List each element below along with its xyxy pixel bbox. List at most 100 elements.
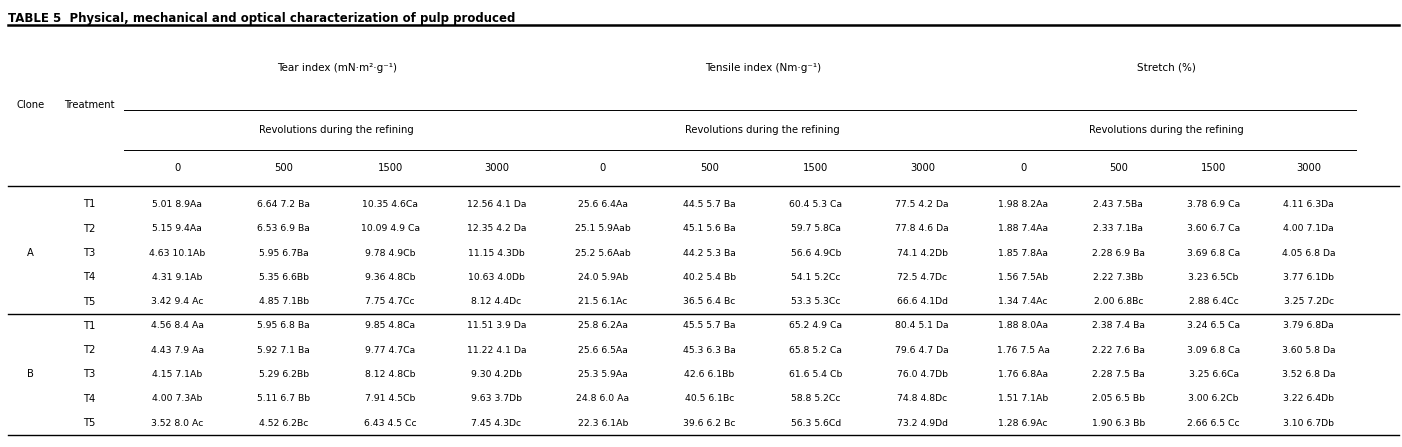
Text: 21.5 6.1Ac: 21.5 6.1Ac — [578, 297, 628, 306]
Text: 1500: 1500 — [803, 163, 829, 173]
Text: 0: 0 — [600, 163, 606, 173]
Text: 3.00 6.2Cb: 3.00 6.2Cb — [1189, 394, 1239, 403]
Text: 1.90 6.3 Bb: 1.90 6.3 Bb — [1092, 418, 1145, 427]
Text: 3.23 6.5Cb: 3.23 6.5Cb — [1189, 273, 1239, 282]
Text: 9.30 4.2Db: 9.30 4.2Db — [471, 370, 522, 379]
Text: 2.22 7.6 Ba: 2.22 7.6 Ba — [1092, 346, 1145, 354]
Text: 65.8 5.2 Ca: 65.8 5.2 Ca — [789, 346, 843, 354]
Text: 1.56 7.5Ab: 1.56 7.5Ab — [998, 273, 1049, 282]
Text: 4.43 7.9 Aa: 4.43 7.9 Aa — [150, 346, 203, 354]
Text: 9.78 4.9Cb: 9.78 4.9Cb — [365, 249, 415, 257]
Text: 54.1 5.2Cc: 54.1 5.2Cc — [791, 273, 841, 282]
Text: 25.1 5.9Aab: 25.1 5.9Aab — [575, 224, 631, 233]
Text: 2.88 6.4Cc: 2.88 6.4Cc — [1189, 297, 1238, 306]
Text: 5.01 8.9Aa: 5.01 8.9Aa — [153, 200, 202, 209]
Text: 2.33 7.1Ba: 2.33 7.1Ba — [1094, 224, 1144, 233]
Text: 5.95 6.8 Ba: 5.95 6.8 Ba — [257, 321, 310, 330]
Text: 9.63 3.7Db: 9.63 3.7Db — [471, 394, 522, 403]
Text: 3.10 6.7Db: 3.10 6.7Db — [1283, 418, 1335, 427]
Text: 3.42 9.4 Ac: 3.42 9.4 Ac — [151, 297, 203, 306]
Text: T1: T1 — [83, 321, 95, 331]
Text: 2.22 7.3Bb: 2.22 7.3Bb — [1094, 273, 1144, 282]
Text: 3000: 3000 — [1297, 163, 1321, 173]
Text: 2.38 7.4 Ba: 2.38 7.4 Ba — [1092, 321, 1145, 330]
Text: 500: 500 — [1109, 163, 1127, 173]
Text: 3.52 8.0 Ac: 3.52 8.0 Ac — [151, 418, 203, 427]
Text: 1.28 6.9Ac: 1.28 6.9Ac — [998, 418, 1047, 427]
Text: 3.09 6.8 Ca: 3.09 6.8 Ca — [1187, 346, 1241, 354]
Text: 56.6 4.9Cb: 56.6 4.9Cb — [791, 249, 841, 257]
Text: 4.11 6.3Da: 4.11 6.3Da — [1283, 200, 1335, 209]
Text: 11.22 4.1 Da: 11.22 4.1 Da — [467, 346, 526, 354]
Text: 7.45 4.3Dc: 7.45 4.3Dc — [471, 418, 522, 427]
Text: Tensile index (Nm·g⁻¹): Tensile index (Nm·g⁻¹) — [705, 63, 820, 72]
Text: 4.15 7.1Ab: 4.15 7.1Ab — [151, 370, 202, 379]
Text: 22.3 6.1Ab: 22.3 6.1Ab — [578, 418, 628, 427]
Text: 0: 0 — [1021, 163, 1026, 173]
Text: 25.8 6.2Aa: 25.8 6.2Aa — [578, 321, 628, 330]
Text: 1.76 7.5 Aa: 1.76 7.5 Aa — [997, 346, 1050, 354]
Text: 0: 0 — [174, 163, 181, 173]
Text: 3000: 3000 — [910, 163, 935, 173]
Text: 36.5 6.4 Bc: 36.5 6.4 Bc — [683, 297, 736, 306]
Text: T4: T4 — [83, 272, 95, 283]
Text: 10.63 4.0Db: 10.63 4.0Db — [468, 273, 524, 282]
Text: T1: T1 — [83, 199, 95, 210]
Text: 4.00 7.3Ab: 4.00 7.3Ab — [151, 394, 202, 403]
Text: B: B — [28, 370, 34, 380]
Text: 3000: 3000 — [484, 163, 509, 173]
Text: 6.43 4.5 Cc: 6.43 4.5 Cc — [363, 418, 416, 427]
Text: 2.66 6.5 Cc: 2.66 6.5 Cc — [1187, 418, 1239, 427]
Text: 10.09 4.9 Ca: 10.09 4.9 Ca — [360, 224, 419, 233]
Text: Treatment: Treatment — [63, 101, 114, 110]
Text: 11.15 4.3Db: 11.15 4.3Db — [468, 249, 524, 257]
Text: 3.78 6.9 Ca: 3.78 6.9 Ca — [1187, 200, 1241, 209]
Text: 80.4 5.1 Da: 80.4 5.1 Da — [896, 321, 949, 330]
Text: 4.00 7.1Da: 4.00 7.1Da — [1283, 224, 1335, 233]
Text: 53.3 5.3Cc: 53.3 5.3Cc — [791, 297, 841, 306]
Text: 72.5 4.7Dc: 72.5 4.7Dc — [897, 273, 948, 282]
Text: 3.24 6.5 Ca: 3.24 6.5 Ca — [1187, 321, 1241, 330]
Text: Revolutions during the refining: Revolutions during the refining — [259, 125, 414, 135]
Text: 11.51 3.9 Da: 11.51 3.9 Da — [467, 321, 526, 330]
Text: 74.8 4.8Dc: 74.8 4.8Dc — [897, 394, 948, 403]
Text: T5: T5 — [83, 418, 95, 428]
Text: 58.8 5.2Cc: 58.8 5.2Cc — [791, 394, 841, 403]
Text: Stretch (%): Stretch (%) — [1137, 63, 1196, 72]
Text: 3.79 6.8Da: 3.79 6.8Da — [1283, 321, 1335, 330]
Text: 73.2 4.9Dd: 73.2 4.9Dd — [897, 418, 948, 427]
Text: 3.22 6.4Db: 3.22 6.4Db — [1283, 394, 1335, 403]
Text: 4.56 8.4 Aa: 4.56 8.4 Aa — [150, 321, 203, 330]
Text: 25.2 5.6Aab: 25.2 5.6Aab — [575, 249, 631, 257]
Text: T2: T2 — [83, 224, 95, 234]
Text: 25.6 6.4Aa: 25.6 6.4Aa — [578, 200, 628, 209]
Text: 4.63 10.1Ab: 4.63 10.1Ab — [149, 249, 205, 257]
Text: 24.8 6.0 Aa: 24.8 6.0 Aa — [576, 394, 629, 403]
Text: 5.29 6.2Bb: 5.29 6.2Bb — [258, 370, 308, 379]
Text: A: A — [28, 248, 34, 258]
Text: 61.6 5.4 Cb: 61.6 5.4 Cb — [789, 370, 843, 379]
Text: 60.4 5.3 Ca: 60.4 5.3 Ca — [789, 200, 843, 209]
Text: 59.7 5.8Ca: 59.7 5.8Ca — [791, 224, 841, 233]
Text: TABLE 5  Physical, mechanical and optical characterization of pulp produced: TABLE 5 Physical, mechanical and optical… — [7, 12, 515, 25]
Text: 2.43 7.5Ba: 2.43 7.5Ba — [1094, 200, 1143, 209]
Text: T4: T4 — [83, 394, 95, 404]
Text: 6.53 6.9 Ba: 6.53 6.9 Ba — [257, 224, 310, 233]
Text: 44.5 5.7 Ba: 44.5 5.7 Ba — [683, 200, 736, 209]
Text: 2.28 7.5 Ba: 2.28 7.5 Ba — [1092, 370, 1145, 379]
Text: Revolutions during the refining: Revolutions during the refining — [1088, 125, 1244, 135]
Text: 1.34 7.4Ac: 1.34 7.4Ac — [998, 297, 1047, 306]
Text: 79.6 4.7 Da: 79.6 4.7 Da — [896, 346, 949, 354]
Text: 45.1 5.6 Ba: 45.1 5.6 Ba — [683, 224, 736, 233]
Text: 42.6 6.1Bb: 42.6 6.1Bb — [684, 370, 735, 379]
Text: 12.35 4.2 Da: 12.35 4.2 Da — [467, 224, 526, 233]
Text: 3.60 5.8 Da: 3.60 5.8 Da — [1281, 346, 1336, 354]
Text: 3.52 6.8 Da: 3.52 6.8 Da — [1281, 370, 1336, 379]
Text: 4.31 9.1Ab: 4.31 9.1Ab — [151, 273, 202, 282]
Text: 9.36 4.8Cb: 9.36 4.8Cb — [365, 273, 415, 282]
Text: 1.51 7.1Ab: 1.51 7.1Ab — [998, 394, 1049, 403]
Text: 7.91 4.5Cb: 7.91 4.5Cb — [365, 394, 415, 403]
Text: 12.56 4.1 Da: 12.56 4.1 Da — [467, 200, 526, 209]
Text: Clone: Clone — [17, 101, 45, 110]
Text: 25.3 5.9Aa: 25.3 5.9Aa — [578, 370, 628, 379]
